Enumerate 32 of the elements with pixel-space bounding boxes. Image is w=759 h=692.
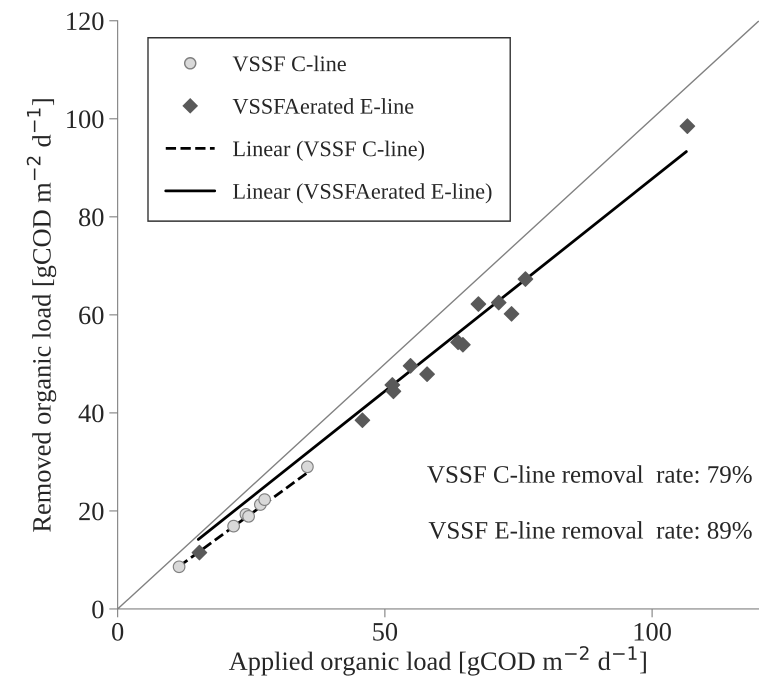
y-tick-label: 120 (67, 12, 104, 30)
point (301, 460, 314, 474)
point (504, 306, 520, 322)
point (402, 358, 418, 374)
point (419, 366, 435, 382)
point (192, 544, 208, 560)
point (172, 560, 186, 574)
x-tick-label: 0 (112, 622, 124, 641)
y-tick-label: 0 (92, 600, 104, 618)
legend-label: Linear (VSSFAerated E-line) (233, 183, 492, 204)
x-axis-title: Applied organic load [gCOD m$^{−2}$ d$^{−1}$] (228, 646, 646, 676)
x-tick-label: 50 (373, 622, 398, 641)
y-tick-label: 20 (79, 502, 104, 520)
legend-label: VSSF C-line (232, 56, 346, 72)
point (258, 493, 271, 506)
point (470, 296, 486, 312)
y-tick-label: 100 (67, 110, 104, 128)
y-tick-label: 40 (78, 404, 104, 422)
legend-label: Linear (VSSF C-line) (233, 140, 424, 161)
y-axis-title: Removed organic load [gCOD m$^{−2}$ d$^{−1}$] (26, 99, 56, 532)
point (680, 118, 696, 134)
annotation: VSSF C-line removal rate: 79% (427, 465, 752, 484)
point (242, 510, 255, 523)
point (518, 271, 534, 287)
point (354, 412, 370, 428)
annotation: VSSF E-line removal rate: 89% (428, 521, 752, 539)
point (490, 294, 507, 310)
legend-label: VSSFAerated E-line (232, 98, 414, 114)
point (227, 520, 240, 532)
y-tick-label: 60 (79, 306, 104, 324)
y-tick-label: 80 (79, 208, 104, 226)
x-tick-label: 100 (634, 622, 671, 641)
